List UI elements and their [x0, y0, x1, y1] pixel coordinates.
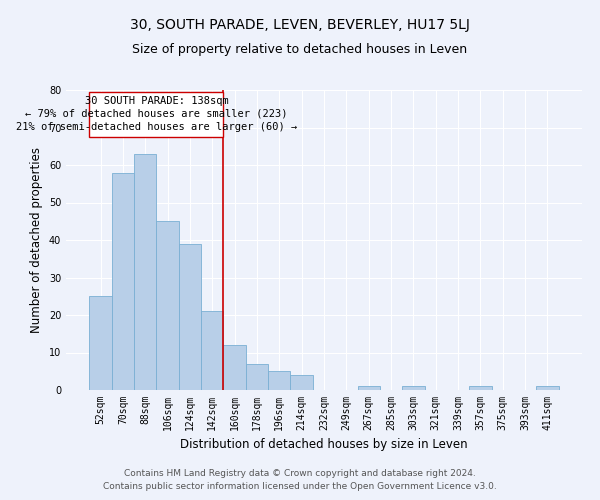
Y-axis label: Number of detached properties: Number of detached properties — [30, 147, 43, 333]
Bar — [223, 345, 246, 390]
Bar — [246, 364, 268, 390]
Bar — [134, 154, 157, 390]
Text: ← 79% of detached houses are smaller (223): ← 79% of detached houses are smaller (22… — [25, 109, 288, 118]
Bar — [469, 386, 491, 390]
Text: 21% of semi-detached houses are larger (60) →: 21% of semi-detached houses are larger (… — [16, 122, 297, 132]
Bar — [89, 296, 112, 390]
Text: 30 SOUTH PARADE: 138sqm: 30 SOUTH PARADE: 138sqm — [85, 96, 229, 106]
Bar — [268, 371, 290, 390]
Bar — [358, 386, 380, 390]
Bar — [112, 172, 134, 390]
Bar — [157, 221, 179, 390]
Text: Size of property relative to detached houses in Leven: Size of property relative to detached ho… — [133, 42, 467, 56]
Text: Contains public sector information licensed under the Open Government Licence v3: Contains public sector information licen… — [103, 482, 497, 491]
Bar — [290, 375, 313, 390]
Bar — [201, 311, 223, 390]
Text: Contains HM Land Registry data © Crown copyright and database right 2024.: Contains HM Land Registry data © Crown c… — [124, 468, 476, 477]
X-axis label: Distribution of detached houses by size in Leven: Distribution of detached houses by size … — [180, 438, 468, 452]
Bar — [179, 244, 201, 390]
Bar — [89, 92, 223, 137]
Text: 30, SOUTH PARADE, LEVEN, BEVERLEY, HU17 5LJ: 30, SOUTH PARADE, LEVEN, BEVERLEY, HU17 … — [130, 18, 470, 32]
Bar — [536, 386, 559, 390]
Bar — [402, 386, 425, 390]
